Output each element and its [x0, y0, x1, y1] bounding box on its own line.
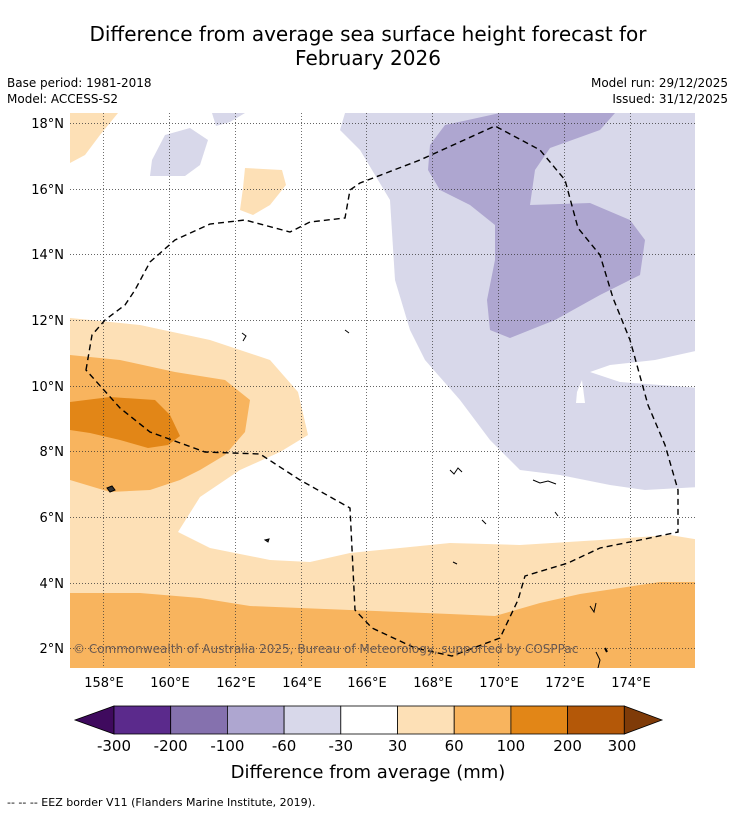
colorbar-tick-label: 100 — [497, 737, 526, 755]
colorbar-tick-label: -300 — [97, 737, 131, 755]
lat-label: 4°N — [40, 577, 65, 592]
colorbar-swatch — [567, 705, 625, 735]
colorbar-label: Difference from average (mm) — [231, 762, 506, 783]
colorbar-tick-label: 200 — [553, 737, 582, 755]
lon-label: 168°E — [413, 676, 453, 691]
lon-label: 170°E — [479, 676, 519, 691]
colorbar-tick-label: -100 — [210, 737, 244, 755]
colorbar-tick-label: 60 — [445, 737, 464, 755]
colorbar-tick-label: -200 — [154, 737, 188, 755]
lon-label: 166°E — [347, 676, 387, 691]
title-line-2: February 2026 — [295, 46, 441, 70]
contour-pos-strong — [70, 397, 180, 448]
lon-label: 174°E — [611, 676, 651, 691]
contour-neutral-pocket — [590, 351, 695, 388]
contour-pos-light-nw — [70, 113, 118, 163]
title-line-1: Difference from average sea surface heig… — [89, 22, 647, 46]
colorbar-swatch — [453, 705, 512, 735]
lon-label: 158°E — [84, 676, 124, 691]
contour-pos-light-blob — [240, 168, 286, 215]
lon-label: 164°E — [282, 676, 322, 691]
lat-label: 18°N — [31, 117, 64, 132]
map-plot-area: © Commonwealth of Australia 2025, Bureau… — [70, 113, 695, 668]
contour-neg-light-blob-1 — [150, 128, 208, 176]
lat-label: 12°N — [31, 314, 64, 329]
colorbar-swatch — [170, 705, 228, 735]
lat-label: 6°N — [40, 511, 65, 526]
colorbar-swatch — [340, 705, 398, 735]
colorbar-ticks: -300 -200 -100 -60 -30 30 60 100 200 300 — [97, 737, 636, 755]
lat-label: 16°N — [31, 183, 64, 198]
meta-left: Base period: 1981-2018 Model: ACCESS-S2 — [7, 75, 152, 107]
colorbar-tick-label: 300 — [608, 737, 637, 755]
model-name: Model: ACCESS-S2 — [7, 92, 119, 106]
colorbar — [73, 705, 664, 735]
colorbar-extend-high — [623, 705, 664, 735]
colorbar-swatch — [397, 705, 455, 735]
island-outlines — [106, 329, 608, 668]
lat-axis-labels: 18°N 16°N 14°N 12°N 10°N 8°N 6°N 4°N 2°N — [31, 117, 64, 657]
lon-label: 160°E — [150, 676, 190, 691]
colorbar-tick-label: -30 — [329, 737, 354, 755]
model-run: Model run: 29/12/2025 — [590, 76, 728, 90]
contour-pos-medium-south — [70, 582, 695, 668]
contour-neg-medium — [428, 113, 645, 338]
map-grid — [70, 113, 695, 668]
map-figure: © Commonwealth of Australia 2025, Bureau… — [31, 113, 695, 783]
colorbar-swatch — [510, 705, 568, 735]
colorbar-tick-label: -60 — [272, 737, 297, 755]
contour-neutral-notch — [576, 380, 585, 403]
lon-label: 162°E — [216, 676, 256, 691]
lon-axis-labels: 158°E 160°E 162°E 164°E 166°E 168°E 170°… — [84, 676, 651, 691]
chart-title: Difference from average sea surface heig… — [0, 22, 736, 70]
colorbar-swatch — [113, 705, 172, 735]
copyright-text: © Commonwealth of Australia 2025, Bureau… — [73, 642, 578, 656]
lat-label: 2°N — [40, 642, 65, 657]
eez-footnote: -- -- -- EEZ border V11 (Flanders Marine… — [7, 796, 316, 809]
colorbar-extend-low — [73, 705, 115, 735]
eez-border — [85, 125, 679, 657]
lat-label: 10°N — [31, 380, 64, 395]
lon-label: 172°E — [545, 676, 585, 691]
contour-neg-light-blob-2 — [212, 113, 245, 126]
lat-label: 14°N — [31, 248, 64, 263]
colorbar-swatch — [283, 705, 342, 735]
meta-right: Model run: 29/12/2025 Issued: 31/12/2025 — [591, 75, 728, 107]
base-period: Base period: 1981-2018 — [7, 76, 152, 90]
lat-label: 8°N — [40, 445, 65, 460]
colorbar-swatch — [226, 705, 285, 735]
issued-date: Issued: 31/12/2025 — [612, 92, 728, 106]
colorbar-tick-label: 30 — [388, 737, 407, 755]
